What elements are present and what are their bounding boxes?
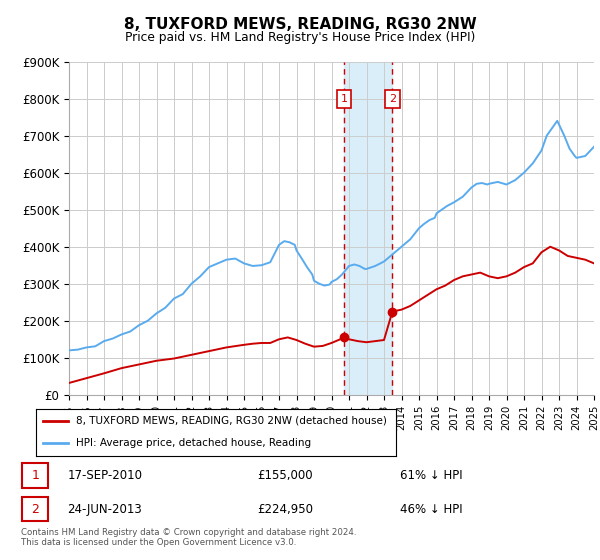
Text: HPI: Average price, detached house, Reading: HPI: Average price, detached house, Read… [76,438,311,448]
Text: 2: 2 [389,94,396,104]
Text: 46% ↓ HPI: 46% ↓ HPI [400,502,463,516]
Text: 1: 1 [341,94,347,104]
Text: £224,950: £224,950 [257,502,314,516]
FancyBboxPatch shape [22,463,49,488]
Text: 61% ↓ HPI: 61% ↓ HPI [400,469,463,482]
Text: 17-SEP-2010: 17-SEP-2010 [68,469,143,482]
Text: 2: 2 [31,502,40,516]
Text: 8, TUXFORD MEWS, READING, RG30 2NW: 8, TUXFORD MEWS, READING, RG30 2NW [124,17,476,32]
Text: Price paid vs. HM Land Registry's House Price Index (HPI): Price paid vs. HM Land Registry's House … [125,31,475,44]
Bar [344,62,392,395]
Text: Contains HM Land Registry data © Crown copyright and database right 2024.
This d: Contains HM Land Registry data © Crown c… [21,528,356,547]
Text: £155,000: £155,000 [257,469,313,482]
Text: 8, TUXFORD MEWS, READING, RG30 2NW (detached house): 8, TUXFORD MEWS, READING, RG30 2NW (deta… [76,416,386,426]
FancyBboxPatch shape [22,497,49,521]
Text: 1: 1 [31,469,40,482]
Text: 24-JUN-2013: 24-JUN-2013 [68,502,142,516]
